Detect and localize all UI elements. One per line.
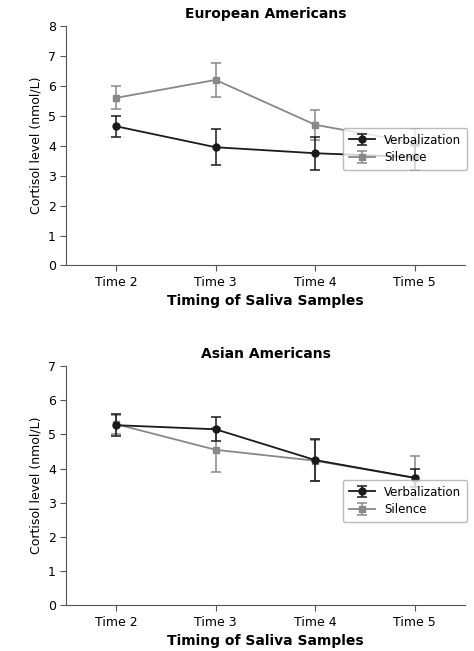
- Y-axis label: Cortisol level (nmol/L): Cortisol level (nmol/L): [29, 77, 42, 214]
- X-axis label: Timing of Saliva Samples: Timing of Saliva Samples: [167, 635, 364, 648]
- Title: Asian Americans: Asian Americans: [201, 347, 330, 361]
- X-axis label: Timing of Saliva Samples: Timing of Saliva Samples: [167, 294, 364, 309]
- Y-axis label: Cortisol level (nmol/L): Cortisol level (nmol/L): [29, 417, 42, 555]
- Legend: Verbalization, Silence: Verbalization, Silence: [343, 480, 467, 522]
- Legend: Verbalization, Silence: Verbalization, Silence: [343, 128, 467, 171]
- Title: European Americans: European Americans: [185, 7, 346, 21]
